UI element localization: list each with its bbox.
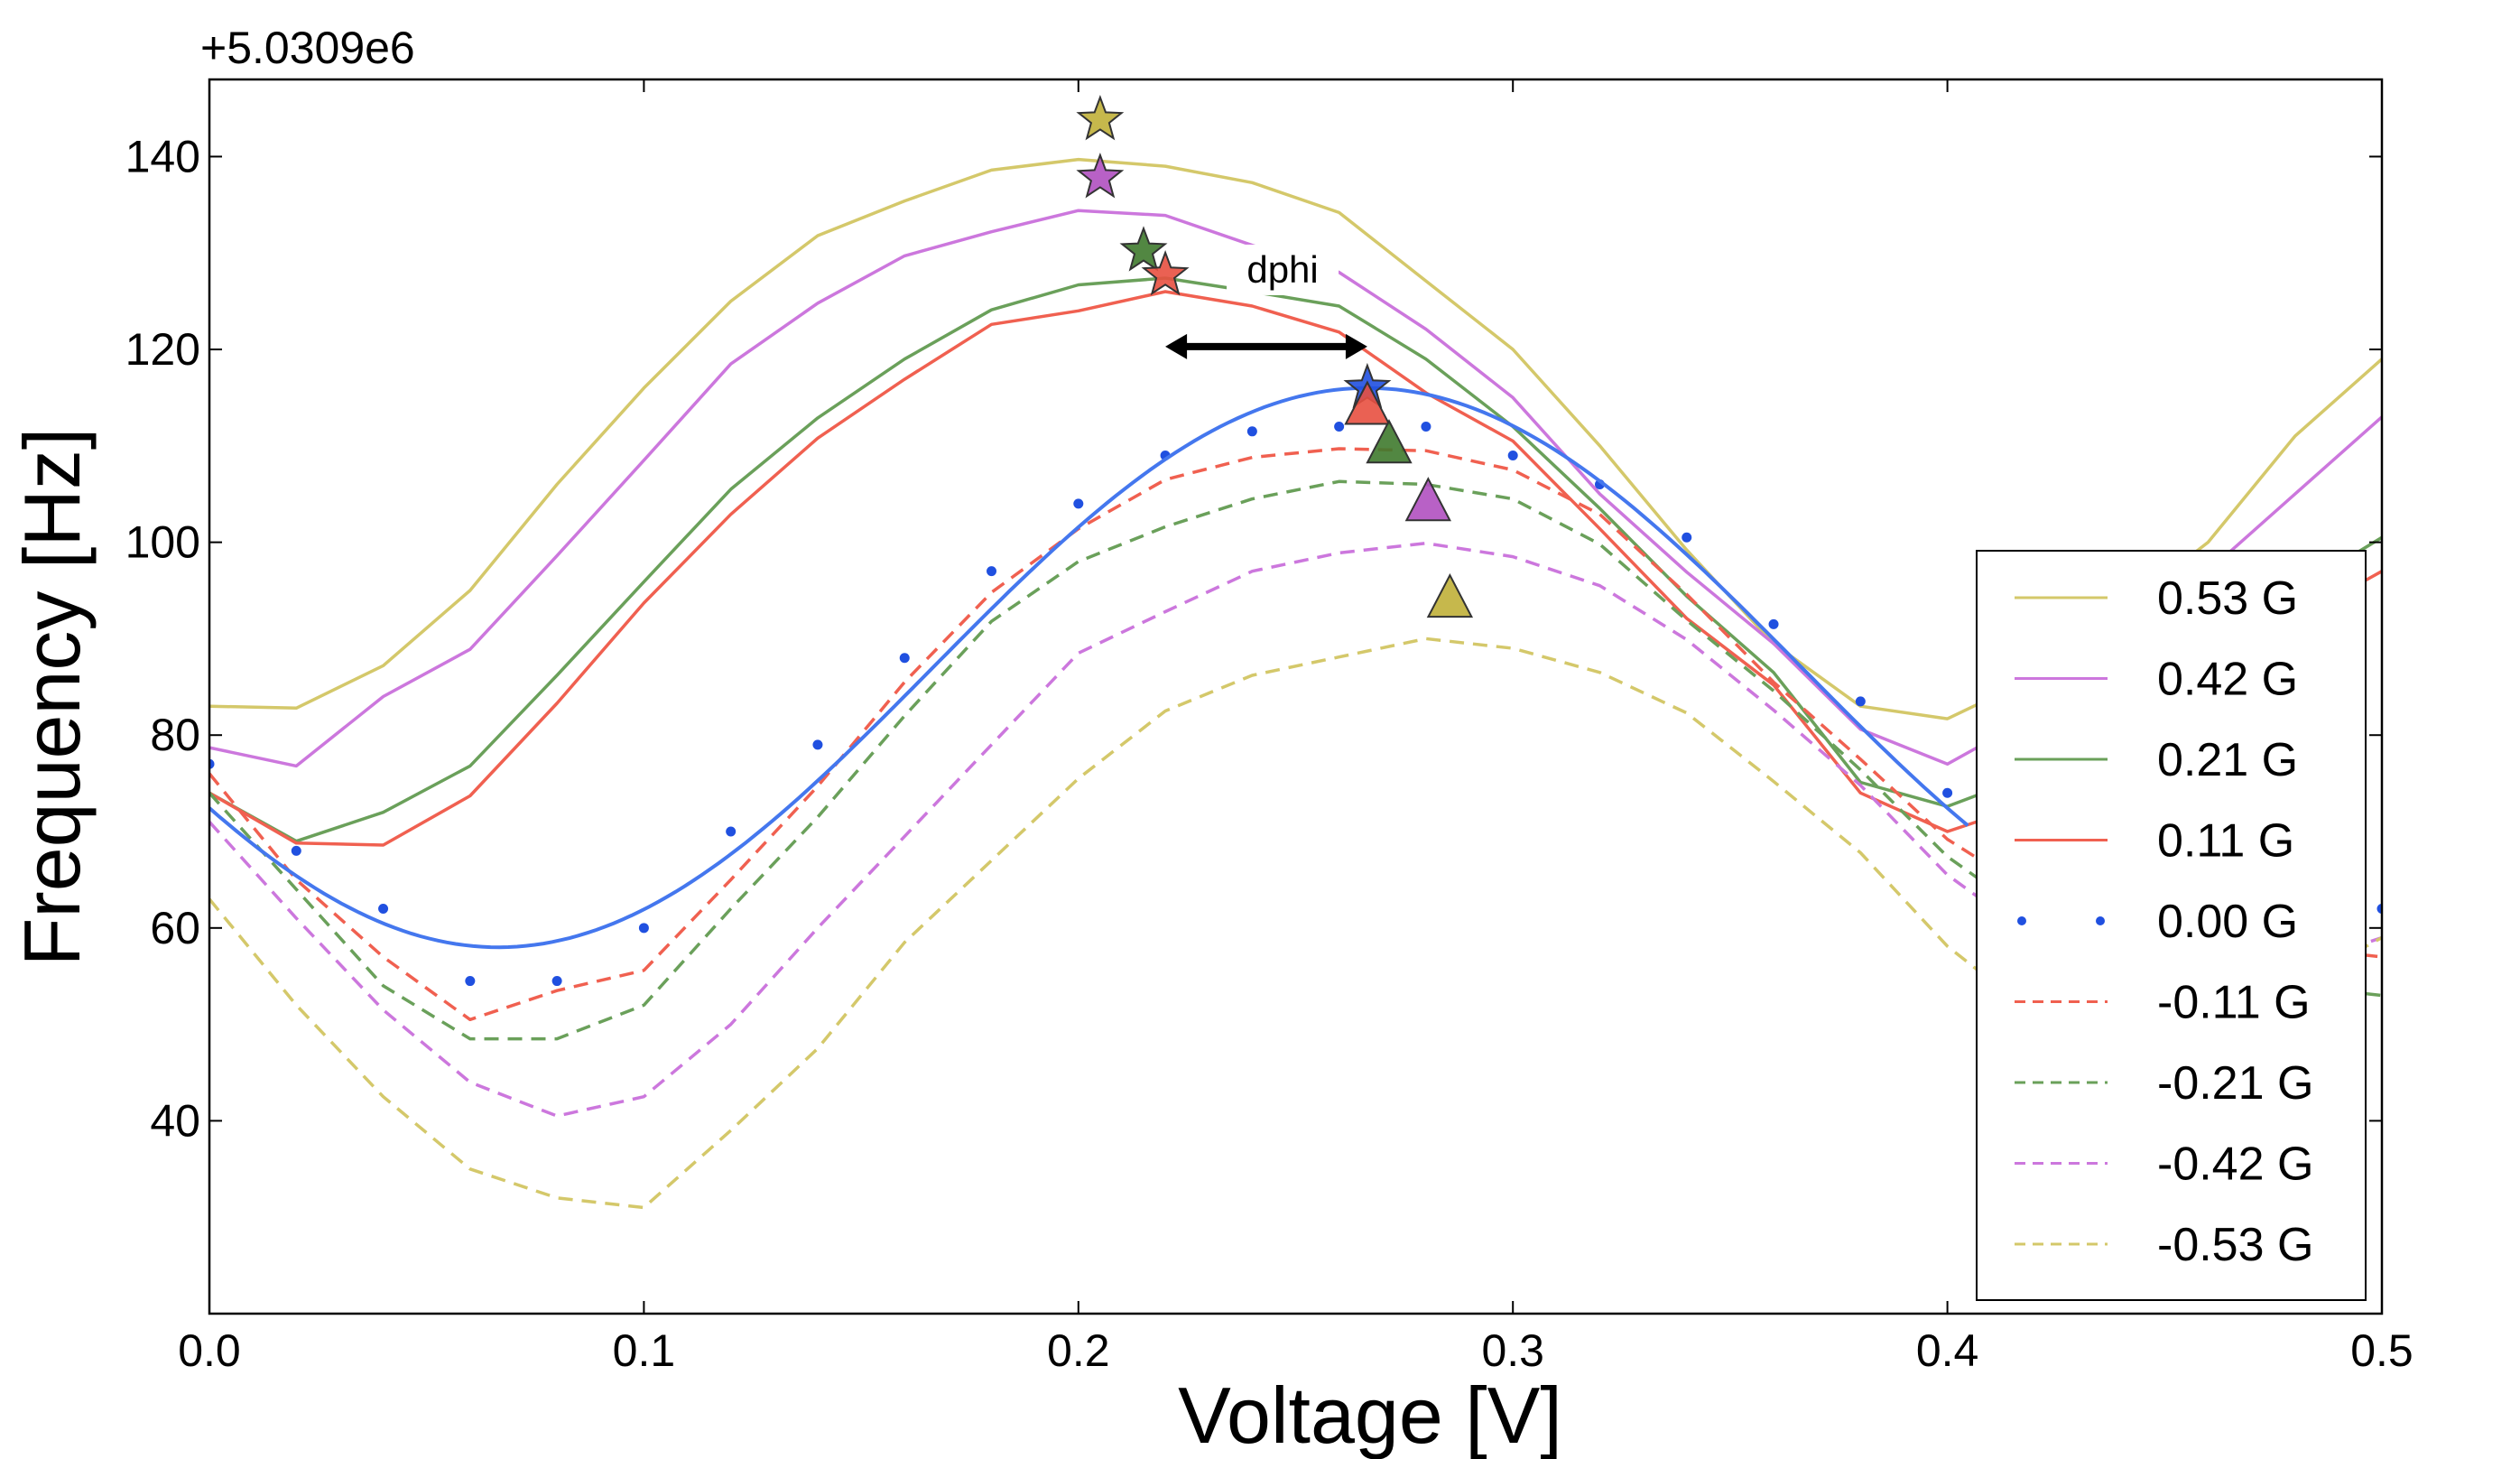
x-tick-label: 0.2 bbox=[1047, 1325, 1110, 1376]
legend-box bbox=[1976, 550, 2367, 1301]
y-tick-label: 140 bbox=[125, 131, 200, 181]
series-0-00-G-point bbox=[209, 758, 215, 769]
offset-label: +5.0309e6 bbox=[200, 23, 415, 73]
legend: 0.53 G 0.42 G 0.21 G 0.11 G 0.00 G -0.11 G -0.… bbox=[1976, 550, 2367, 1301]
series-0-00-G-point bbox=[1507, 451, 1518, 461]
star-marker bbox=[1076, 153, 1125, 199]
series-0-00-G-point bbox=[1334, 421, 1345, 432]
dphi-label-bg bbox=[1227, 244, 1339, 295]
series-0-00-G-point bbox=[1768, 618, 1779, 629]
tick-layer: 0.0 0.1 0.2 0.3 0.4 0.5 40 60 80 100 120 140 bbox=[125, 79, 2413, 1376]
legend-item-0-00-G-label: 0.00 G bbox=[2157, 896, 2298, 948]
series-0-21-G-line bbox=[209, 479, 2382, 1041]
dphi-arrow-head-right bbox=[1345, 333, 1367, 359]
series-0-00-G-point bbox=[987, 566, 997, 577]
dphi-arrow-head-left bbox=[1165, 333, 1188, 359]
series-0-00-G-point bbox=[1073, 498, 1084, 509]
series-0-00-G-point bbox=[378, 903, 389, 914]
annotation-layer: dphi bbox=[1165, 244, 1367, 359]
star-marker bbox=[1076, 95, 1125, 141]
triangle-marker bbox=[1344, 380, 1391, 425]
legend-item-0-00-G-swatch-dot bbox=[2017, 916, 2026, 925]
series-0-00-G-point bbox=[291, 845, 301, 856]
series-0-00-G-point bbox=[638, 923, 649, 934]
dphi-label: dphi bbox=[1246, 248, 1318, 291]
y-tick-label: 100 bbox=[125, 517, 200, 568]
series-0-00-G-point bbox=[1246, 426, 1257, 437]
x-tick-label: 0.3 bbox=[1481, 1325, 1544, 1376]
series-0-00-G-point bbox=[899, 653, 910, 664]
series-0-00-G-point bbox=[1942, 787, 1953, 798]
legend-item-0-21-G-label: 0.21 G bbox=[2157, 734, 2298, 786]
triangle-marker bbox=[1404, 477, 1451, 522]
star-marker bbox=[1141, 249, 1190, 296]
star-marker bbox=[1119, 226, 1168, 272]
legend-item-0-42-G-label: -0.42 G bbox=[2157, 1138, 2313, 1191]
series-0-00-G-point bbox=[812, 739, 823, 750]
series-0-11-G-line bbox=[209, 447, 2382, 1022]
series-0-00-G-point bbox=[1682, 532, 1692, 543]
fit-curve-0-00-G bbox=[209, 386, 1969, 950]
y-tick-label: 60 bbox=[150, 903, 200, 953]
y-tick-label: 120 bbox=[125, 324, 200, 375]
legend-item-0-00-G-swatch-dot bbox=[2096, 916, 2105, 925]
legend-item-0-53-G-label: 0.53 G bbox=[2157, 572, 2298, 625]
triangle-marker bbox=[1366, 419, 1413, 464]
x-axis-label: Voltage [V] bbox=[1178, 1371, 1562, 1459]
y-tick-label: 80 bbox=[150, 710, 200, 760]
triangle-marker bbox=[1426, 572, 1474, 618]
x-tick-label: 0.1 bbox=[613, 1325, 676, 1376]
legend-item-0-42-G-label: 0.42 G bbox=[2157, 654, 2298, 706]
series-0-00-G-point bbox=[726, 826, 737, 837]
x-tick-label: 0.5 bbox=[2350, 1325, 2413, 1376]
y-axis-label: Frequency [Hz] bbox=[7, 428, 97, 967]
series-0-00-G-point bbox=[1855, 696, 1866, 707]
fit-layer bbox=[209, 386, 1969, 950]
series-0-00-G-point bbox=[465, 976, 476, 987]
series-0-00-G-point bbox=[1421, 421, 1431, 432]
marker-layer bbox=[1076, 95, 1474, 618]
y-tick-label: 40 bbox=[150, 1095, 200, 1146]
legend-item-0-11-G-label: -0.11 G bbox=[2157, 977, 2311, 1029]
series-0-00-G-point bbox=[551, 976, 562, 987]
plot-frame bbox=[208, 78, 2384, 1315]
x-tick-label: 0.4 bbox=[1916, 1325, 1979, 1376]
legend-item-0-21-G-label: -0.21 G bbox=[2157, 1057, 2313, 1110]
x-tick-label: 0.0 bbox=[178, 1325, 241, 1376]
series-0-00-G-point bbox=[2376, 903, 2382, 914]
legend-item-0-53-G-label: -0.53 G bbox=[2157, 1219, 2313, 1271]
legend-item-0-11-G-label: 0.11 G bbox=[2157, 815, 2294, 868]
